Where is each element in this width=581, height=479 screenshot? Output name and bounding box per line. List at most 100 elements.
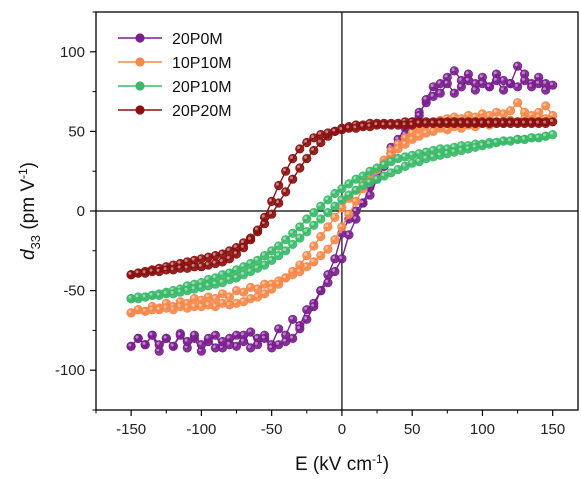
data-point-highlight: [543, 87, 546, 91]
data-point: [126, 294, 136, 304]
data-point-highlight: [276, 182, 279, 186]
x-axis-ticks: -150 -100 -50 0 50 100 150: [95, 410, 565, 438]
data-point-highlight: [261, 281, 265, 285]
data-point-highlight: [360, 182, 364, 186]
data-point-highlight: [184, 287, 188, 291]
legend-swatch-marker: [135, 57, 145, 67]
data-point-highlight: [297, 224, 301, 228]
legend-item: 10P10M: [118, 55, 232, 72]
data-point-highlight: [550, 131, 553, 135]
data-point: [344, 209, 354, 219]
data-point-highlight: [205, 294, 209, 298]
data-point-highlight: [332, 203, 336, 207]
data-point-highlight: [437, 90, 441, 94]
data-point-highlight: [283, 189, 286, 193]
data-point-highlight: [318, 216, 322, 220]
data-point-highlight: [451, 120, 455, 124]
data-point-highlight: [205, 254, 209, 258]
data-point-highlight: [198, 263, 202, 267]
data-point-highlight: [304, 139, 308, 143]
data-point-highlight: [135, 270, 139, 274]
data-point: [400, 139, 410, 149]
data-point-highlight: [184, 305, 188, 309]
data-point-highlight: [219, 291, 223, 294]
data-point-highlight: [346, 211, 350, 215]
data-point: [239, 287, 249, 297]
data-point-highlight: [402, 135, 406, 138]
data-point: [126, 341, 136, 351]
data-point-highlight: [339, 197, 343, 201]
data-point: [246, 235, 256, 245]
data-point-highlight: [514, 84, 518, 87]
data-point: [512, 98, 523, 108]
data-point-highlight: [290, 316, 293, 320]
data-point-highlight: [479, 74, 483, 78]
data-point-highlight: [156, 341, 160, 345]
data-point-highlight: [177, 289, 181, 293]
data-point: [421, 94, 431, 105]
data-point: [267, 246, 277, 256]
data-point: [323, 270, 333, 280]
data-point-highlight: [458, 120, 462, 124]
data-point-highlight: [261, 335, 265, 339]
data-point: [323, 222, 333, 232]
data-point-highlight: [325, 130, 329, 134]
data-point-highlight: [507, 120, 511, 124]
legend-label: 20P20M: [172, 103, 232, 120]
data-point-highlight: [254, 227, 258, 231]
data-point: [231, 249, 242, 259]
data-point-highlight: [381, 162, 385, 165]
data-point-highlight: [128, 310, 132, 314]
data-point-highlight: [254, 265, 258, 269]
data-point: [274, 180, 284, 191]
data-point: [161, 333, 171, 344]
data-point: [302, 214, 312, 224]
data-point: [126, 270, 136, 280]
data-point-highlight: [465, 77, 469, 81]
data-point-highlight: [318, 252, 322, 256]
data-point-highlight: [226, 335, 230, 339]
data-point-highlight: [149, 332, 153, 336]
data-point-highlight: [507, 138, 511, 142]
data-point-highlight: [177, 332, 181, 336]
data-point-highlight: [388, 170, 392, 173]
data-point-highlight: [318, 287, 322, 291]
y-axis-ticks: -100 -50 0 50 100: [55, 11, 96, 411]
data-point-highlight: [212, 303, 216, 307]
series-20P10M: [126, 130, 558, 304]
data-point-highlight: [142, 341, 146, 345]
data-point: [281, 187, 291, 197]
data-point-highlight: [184, 300, 188, 304]
data-point: [231, 330, 242, 340]
data-point: [316, 201, 326, 211]
data-point-highlight: [184, 283, 188, 286]
data-point-highlight: [276, 326, 279, 329]
data-point-highlight: [339, 205, 343, 208]
data-point-highlight: [444, 120, 448, 124]
data-point: [330, 235, 340, 245]
data-point-highlight: [212, 252, 216, 256]
data-point-highlight: [283, 338, 286, 342]
data-point-highlight: [198, 341, 202, 345]
legend-label: 20P10M: [172, 79, 232, 96]
data-point-highlight: [219, 251, 223, 255]
data-point-highlight: [416, 133, 420, 137]
data-point-highlight: [233, 251, 237, 255]
data-point-highlight: [500, 111, 504, 115]
data-point-highlight: [233, 300, 237, 304]
data-point: [182, 336, 192, 347]
legend-swatch-marker: [135, 105, 145, 115]
data-point-highlight: [486, 120, 490, 124]
data-point-highlight: [184, 265, 188, 269]
data-point-highlight: [177, 303, 181, 307]
data-point-highlight: [395, 136, 399, 140]
data-point: [295, 144, 305, 154]
data-point: [541, 85, 551, 95]
data-point: [288, 153, 298, 164]
data-point: [203, 333, 213, 344]
data-point-highlight: [142, 308, 146, 312]
data-point-highlight: [437, 80, 441, 84]
data-point-highlight: [374, 165, 378, 169]
legend-swatch-marker: [135, 33, 145, 43]
data-point-highlight: [339, 224, 343, 228]
